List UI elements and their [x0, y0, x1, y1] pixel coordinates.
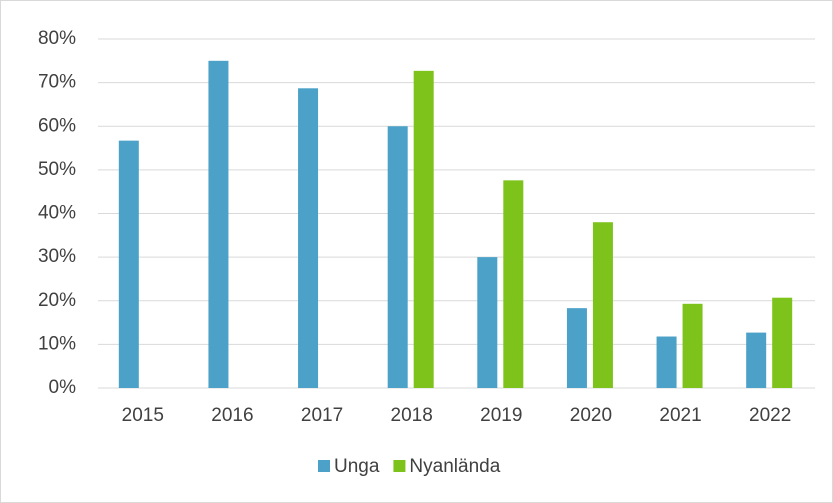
y-tick-label: 80% — [38, 28, 76, 49]
x-tick-label: 2017 — [301, 405, 343, 426]
bar — [592, 222, 613, 388]
legend-label: Unga — [334, 456, 380, 477]
x-tick-label: 2019 — [480, 405, 522, 426]
y-tick-label: 40% — [38, 203, 76, 224]
x-tick-label: 2015 — [122, 405, 164, 426]
y-tick-label: 10% — [38, 333, 76, 354]
bar — [118, 140, 139, 388]
bar — [503, 180, 524, 388]
x-tick-label: 2021 — [659, 405, 701, 426]
legend-swatch — [393, 460, 406, 472]
bar — [682, 303, 703, 388]
bar — [656, 336, 677, 388]
x-tick-label: 2016 — [211, 405, 253, 426]
y-tick-label: 50% — [38, 159, 76, 180]
y-tick-label: 30% — [38, 246, 76, 267]
y-tick-label: 0% — [49, 377, 77, 398]
y-tick-label: 60% — [38, 115, 76, 136]
y-tick-label: 20% — [38, 290, 76, 311]
bar — [477, 257, 498, 388]
legend-swatch — [318, 460, 330, 472]
bar — [413, 70, 434, 388]
legend-label: Nyanlända — [409, 456, 500, 477]
x-tick-label: 2022 — [749, 405, 791, 426]
bar — [387, 126, 408, 388]
bar — [298, 88, 319, 388]
bar — [566, 308, 587, 388]
y-tick-label: 70% — [38, 72, 76, 93]
x-tick-label: 2020 — [570, 405, 612, 426]
bar — [772, 297, 793, 388]
x-tick-label: 2018 — [391, 405, 433, 426]
bar — [208, 60, 229, 388]
bar — [746, 332, 767, 388]
